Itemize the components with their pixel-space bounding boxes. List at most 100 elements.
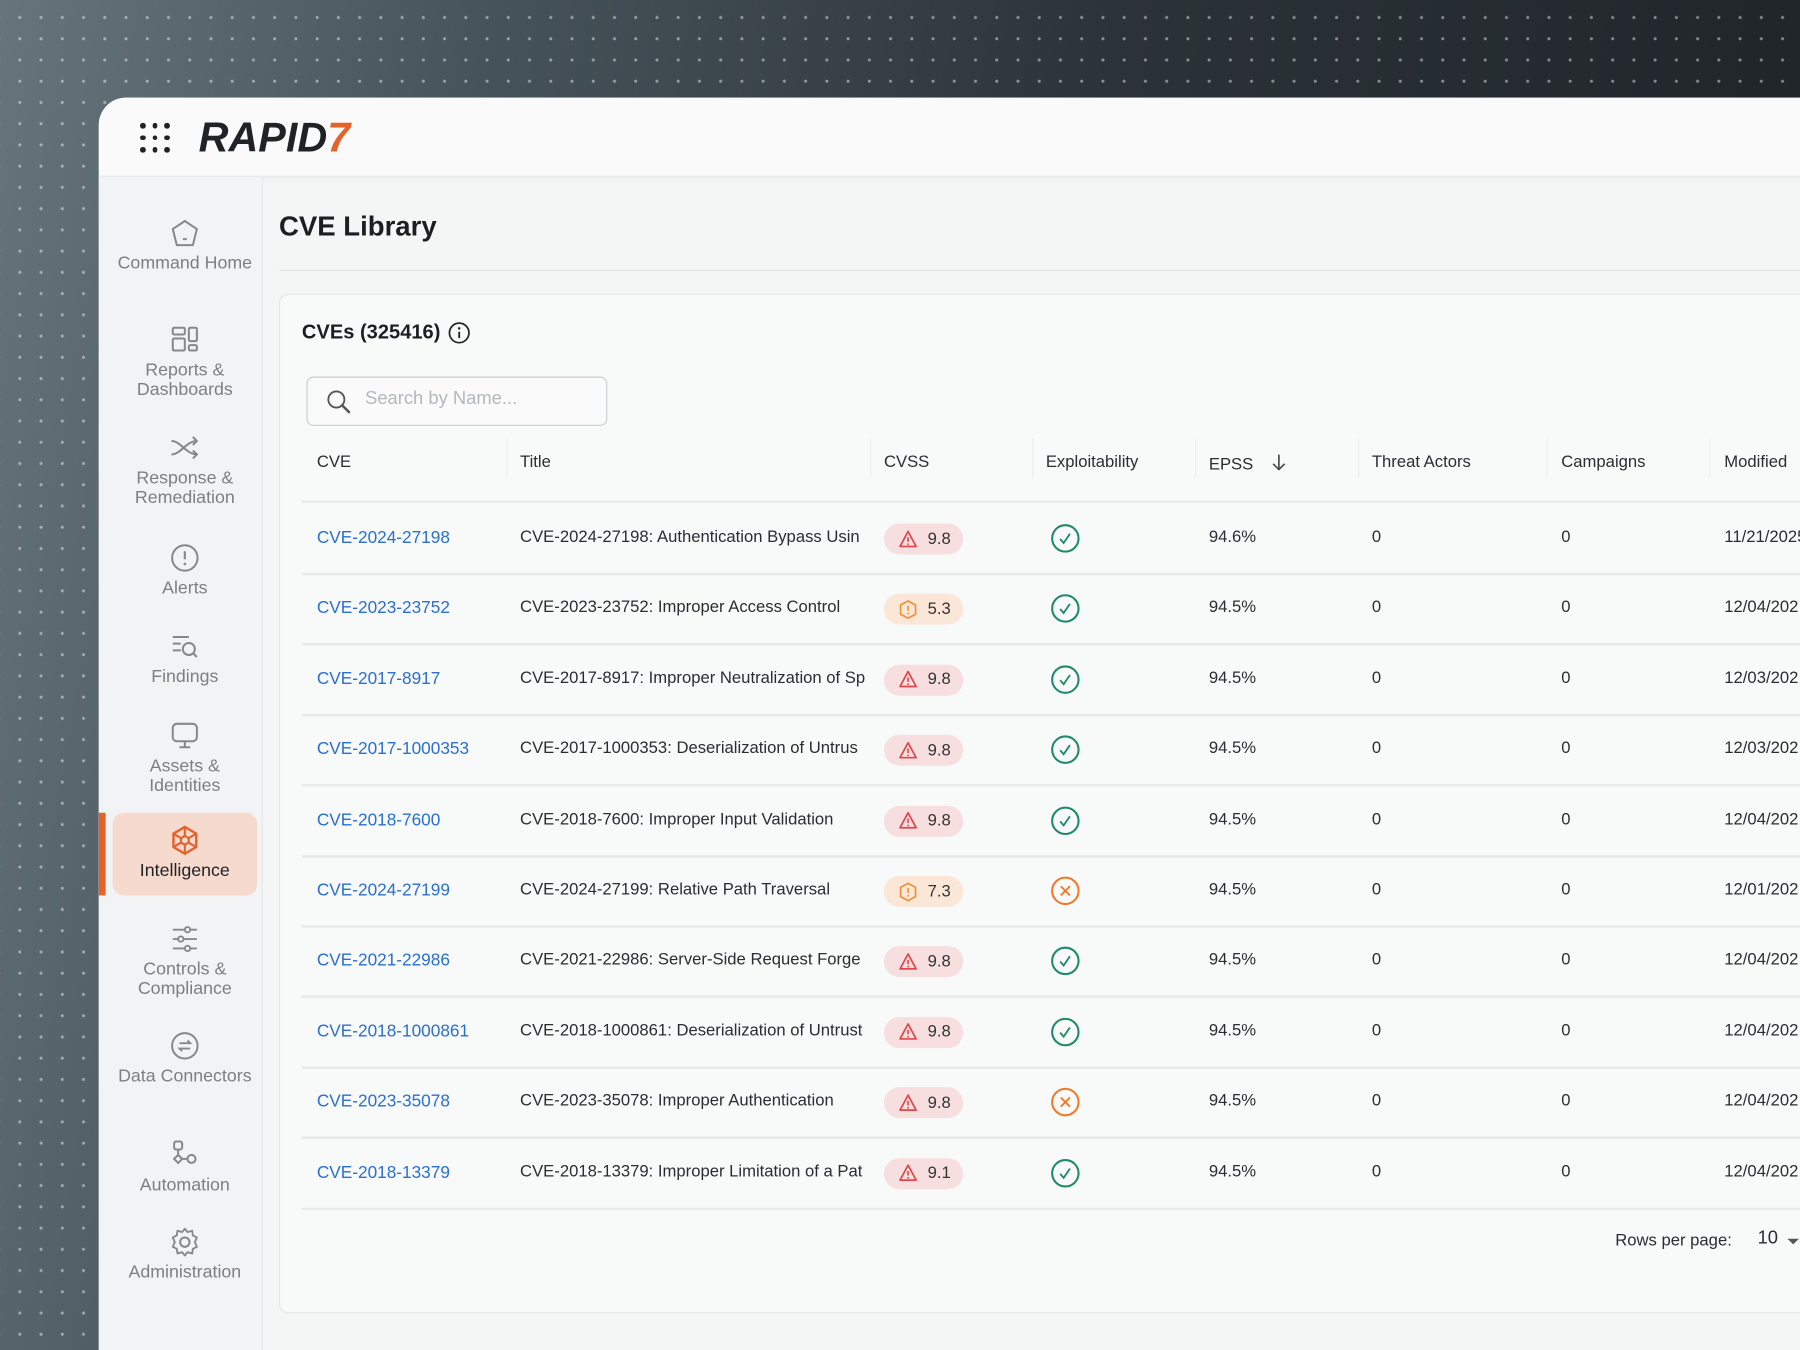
sidebar-item-response-remediation[interactable]: Response & Remediation (113, 432, 258, 508)
sidebar-item-label: Assets & Identities (149, 756, 221, 796)
modified-date: 12/04/202 (1724, 1162, 1799, 1181)
high-warning-icon (899, 599, 917, 620)
column-header-exploitability[interactable]: Exploitability (1046, 453, 1139, 471)
divider (278, 269, 1800, 271)
cve-count-title: CVEs (325416) (301, 320, 441, 344)
chevron-down-icon[interactable] (1787, 1238, 1799, 1245)
cvss-badge: 9.8 (883, 664, 964, 696)
modified-date: 12/04/202 (1724, 810, 1799, 829)
column-header-label: Title (520, 453, 551, 472)
home-icon (171, 219, 198, 247)
exploitable-check-icon (1051, 524, 1080, 553)
row-divider (301, 784, 1800, 787)
cve-title: CVE-2017-1000353: Deserialization of Unt… (520, 739, 858, 758)
campaigns-count: 0 (1561, 1162, 1571, 1181)
cvss-score: 9.8 (927, 670, 951, 690)
sidebar-item-findings[interactable]: Findings (113, 630, 258, 687)
column-header-modified[interactable]: Modified (1724, 453, 1787, 471)
column-separator[interactable] (1709, 438, 1711, 478)
modified-date: 12/01/202 (1724, 880, 1799, 899)
modified-date: 12/04/202 (1724, 1021, 1799, 1040)
exploitable-check-icon (1051, 665, 1080, 694)
column-separator[interactable] (1195, 438, 1197, 478)
campaigns-count: 0 (1561, 1021, 1571, 1040)
cvss-badge: 9.8 (883, 523, 964, 555)
threat-actors-count: 0 (1371, 810, 1382, 829)
rows-per-page-select[interactable]: 10 (1757, 1228, 1779, 1248)
campaigns-count: 0 (1561, 669, 1571, 688)
monitor-icon (171, 722, 198, 749)
gear-icon (171, 1227, 198, 1257)
row-divider (301, 854, 1800, 858)
sidebar-item-label: Findings (151, 666, 219, 687)
epss-value: 94.5% (1208, 810, 1257, 829)
column-separator[interactable] (1032, 438, 1034, 478)
cve-title: CVE-2018-7600: Improper Input Validation (520, 810, 834, 829)
cvss-badge: 9.8 (883, 1016, 964, 1048)
column-header-label: Threat Actors (1371, 453, 1471, 472)
threat-actors-count: 0 (1371, 739, 1382, 758)
column-separator[interactable] (870, 438, 872, 478)
threat-actors-count: 0 (1371, 950, 1382, 970)
intelligence-icon (172, 825, 198, 856)
column-header-campaigns[interactable]: Campaigns (1561, 453, 1645, 471)
sidebar-item-reports-dashboards[interactable]: Reports & Dashboards (113, 324, 258, 400)
epss-value: 94.6% (1208, 528, 1257, 547)
critical-warning-icon (899, 530, 917, 547)
dashboard-icon (171, 326, 198, 352)
cve-link[interactable]: CVE-2021-22986 (316, 950, 450, 971)
cvss-score: 5.3 (927, 600, 951, 619)
sidebar-item-data-connectors[interactable]: Data Connectors (113, 1030, 258, 1086)
epss-value: 94.5% (1208, 669, 1257, 688)
cve-link[interactable]: CVE-2017-8917 (316, 669, 441, 689)
cvss-score: 9.8 (927, 1023, 951, 1042)
cve-link[interactable]: CVE-2024-27198 (316, 528, 450, 548)
card-title: CVEs (325416) (302, 320, 470, 344)
app-launcher-icon[interactable] (140, 122, 172, 155)
cve-link[interactable]: CVE-2017-1000353 (316, 739, 470, 760)
not-exploitable-x-icon (1051, 1088, 1080, 1117)
cvss-badge: 9.1 (883, 1157, 964, 1189)
cve-link[interactable]: CVE-2018-13379 (316, 1162, 450, 1182)
cve-link[interactable]: CVE-2023-35078 (316, 1091, 450, 1112)
search-icon (327, 390, 351, 414)
column-header-threat-actors[interactable]: Threat Actors (1372, 453, 1471, 471)
column-header-cvss[interactable]: CVSS (884, 453, 929, 471)
sidebar-item-assets-identities[interactable]: Assets & Identities (113, 720, 258, 796)
column-header-cve[interactable]: CVE (317, 453, 351, 471)
row-divider (301, 713, 1800, 717)
sidebar-item-controls-compliance[interactable]: Controls & Compliance (113, 923, 258, 999)
column-separator[interactable] (1358, 438, 1360, 478)
sidebar-item-alerts[interactable]: Alerts (113, 542, 258, 598)
critical-warning-icon (899, 741, 917, 759)
sidebar-item-automation[interactable]: Automation (113, 1139, 258, 1195)
cve-link[interactable]: CVE-2018-1000861 (316, 1021, 470, 1042)
cvss-score: 7.3 (927, 882, 951, 901)
threat-actors-count: 0 (1371, 1021, 1382, 1040)
search-input[interactable] (362, 388, 597, 411)
campaigns-count: 0 (1561, 950, 1571, 970)
cve-link[interactable]: CVE-2024-27199 (316, 880, 450, 901)
column-header-title[interactable]: Title (520, 453, 551, 471)
cve-link[interactable]: CVE-2018-7600 (316, 810, 441, 830)
rapid7-logo[interactable]: RAPID7 (198, 113, 351, 161)
connector-icon (171, 1032, 199, 1060)
campaigns-count: 0 (1561, 810, 1571, 829)
search-box[interactable] (306, 376, 608, 426)
info-icon[interactable] (447, 321, 470, 344)
exploitable-check-icon (1051, 947, 1080, 976)
column-header-label: CVSS (883, 453, 930, 472)
column-separator[interactable] (1546, 438, 1548, 478)
sort-descending-icon[interactable] (1269, 453, 1287, 471)
exploitable-check-icon (1051, 594, 1080, 624)
sidebar-item-command-home[interactable]: Command Home (113, 217, 258, 273)
cve-title: CVE-2023-23752: Improper Access Control (520, 598, 841, 617)
column-separator[interactable] (506, 438, 508, 478)
exploitable-check-icon (1051, 806, 1080, 835)
sidebar-item-intelligence[interactable]: Intelligence (112, 812, 258, 896)
cve-link[interactable]: CVE-2023-23752 (316, 598, 450, 619)
column-header-epss[interactable]: EPSS (1209, 453, 1288, 474)
campaigns-count: 0 (1561, 528, 1571, 547)
sidebar-item-administration[interactable]: Administration (113, 1226, 258, 1282)
